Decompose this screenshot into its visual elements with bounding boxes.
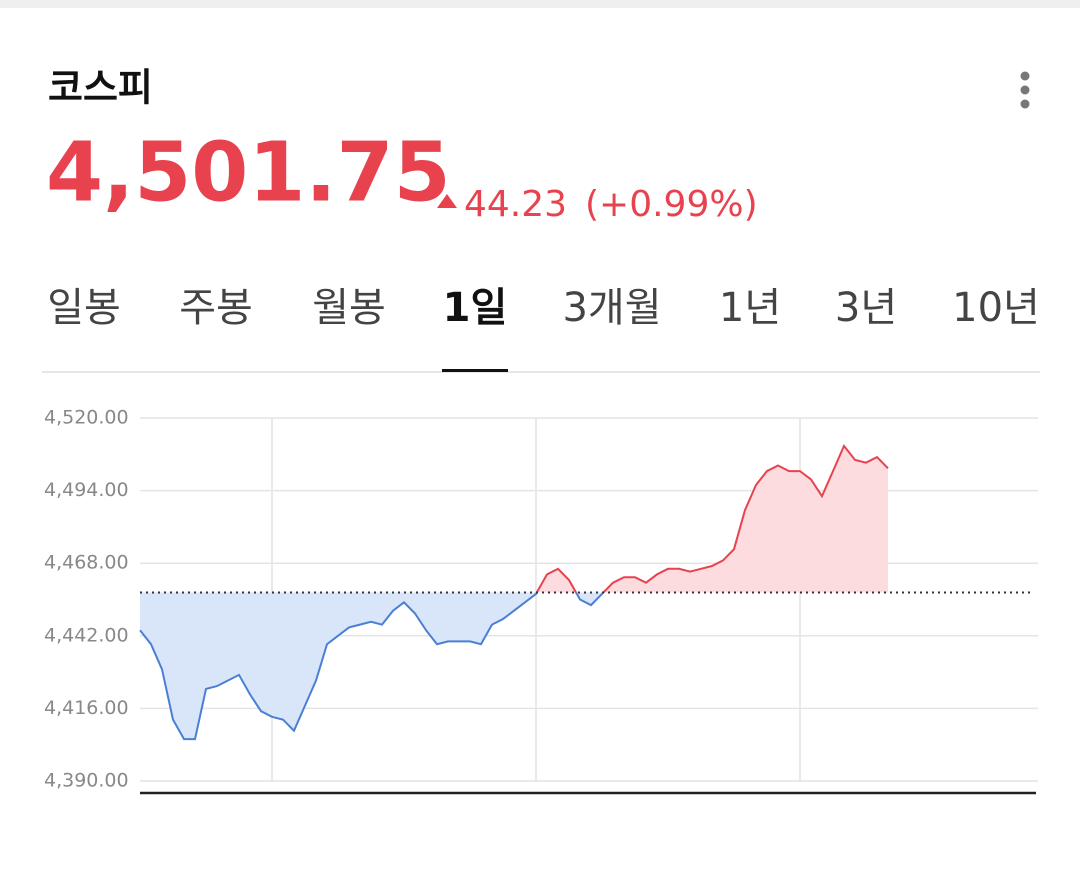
status-strip: [0, 0, 1080, 8]
tab[interactable]: 3개월: [562, 285, 661, 331]
tab[interactable]: 월봉: [312, 285, 386, 331]
tab[interactable]: 3년: [835, 285, 897, 331]
change: 44.23: [464, 184, 567, 225]
y-tick-label: 4,468.00: [44, 552, 129, 574]
line-up: [535, 443, 889, 593]
line-down: [139, 592, 605, 741]
chart: 4,390.00 4,416.00 4,442.00 4,468.00 4,494.00…: [44, 407, 1038, 792]
tab-underline: [442, 369, 508, 372]
y-tick-label: 4,390.00: [44, 770, 129, 792]
y-tick-label: 4,520.00: [44, 407, 129, 429]
up-arrow: [437, 194, 457, 208]
menu-button[interactable]: [1020, 71, 1030, 109]
tab[interactable]: 10년: [952, 285, 1040, 331]
tab[interactable]: 주봉: [179, 285, 253, 331]
y-tick-label: 4,416.00: [44, 697, 129, 719]
price: 4,501.75: [46, 125, 451, 220]
title: 코스피: [48, 66, 153, 110]
tab[interactable]: 일봉: [47, 285, 121, 331]
tab[interactable]: 1일: [443, 285, 508, 331]
tab[interactable]: 1년: [719, 285, 781, 331]
tabs: 일봉 주봉 월봉 1일 3개월 1년 3년 10년: [47, 285, 1040, 331]
area-up: [140, 445, 888, 593]
y-tick-label: 4,494.00: [44, 479, 129, 501]
y-tick-label: 4,442.00: [44, 624, 129, 646]
change-pct: (+0.99%): [585, 184, 758, 225]
